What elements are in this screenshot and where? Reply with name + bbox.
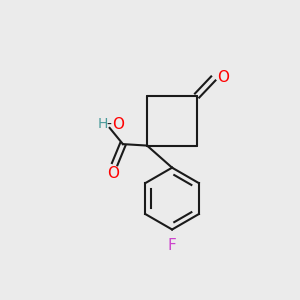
- Text: O: O: [112, 117, 124, 132]
- Text: H: H: [98, 117, 108, 131]
- Text: -: -: [106, 117, 111, 131]
- Text: F: F: [168, 238, 176, 253]
- Text: O: O: [217, 70, 229, 85]
- Text: O: O: [107, 167, 119, 182]
